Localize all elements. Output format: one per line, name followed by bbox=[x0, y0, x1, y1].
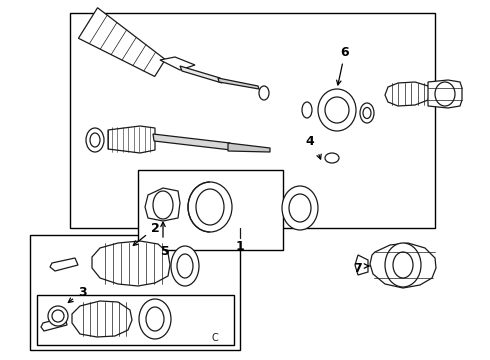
Ellipse shape bbox=[171, 246, 199, 286]
Bar bbox=[37, 295, 234, 345]
Polygon shape bbox=[428, 80, 462, 108]
Ellipse shape bbox=[177, 254, 193, 278]
Ellipse shape bbox=[360, 103, 374, 123]
Polygon shape bbox=[370, 243, 436, 288]
Text: 4: 4 bbox=[306, 135, 315, 148]
Ellipse shape bbox=[153, 191, 173, 219]
Text: C: C bbox=[212, 333, 219, 343]
Text: 7: 7 bbox=[353, 261, 362, 274]
Polygon shape bbox=[355, 255, 368, 275]
Polygon shape bbox=[72, 301, 132, 337]
Ellipse shape bbox=[325, 153, 339, 163]
Polygon shape bbox=[78, 8, 165, 76]
Ellipse shape bbox=[318, 89, 356, 131]
Polygon shape bbox=[385, 82, 430, 106]
Circle shape bbox=[52, 310, 64, 322]
Polygon shape bbox=[41, 317, 67, 331]
Text: 3: 3 bbox=[68, 285, 86, 302]
Bar bbox=[70, 13, 435, 228]
Text: 2: 2 bbox=[133, 221, 159, 246]
Ellipse shape bbox=[363, 108, 371, 118]
Text: 5: 5 bbox=[161, 245, 170, 258]
Text: 6: 6 bbox=[337, 45, 349, 85]
Polygon shape bbox=[108, 126, 155, 153]
Ellipse shape bbox=[86, 128, 104, 152]
Polygon shape bbox=[153, 134, 231, 150]
Bar bbox=[138, 170, 283, 250]
Polygon shape bbox=[180, 66, 222, 83]
Polygon shape bbox=[218, 78, 259, 89]
Polygon shape bbox=[145, 188, 180, 221]
Ellipse shape bbox=[385, 243, 421, 287]
Ellipse shape bbox=[188, 182, 232, 232]
Polygon shape bbox=[92, 241, 170, 286]
Ellipse shape bbox=[289, 194, 311, 222]
Ellipse shape bbox=[435, 82, 455, 106]
Bar bbox=[30, 235, 240, 350]
Polygon shape bbox=[50, 258, 78, 271]
Polygon shape bbox=[160, 57, 195, 70]
Circle shape bbox=[48, 306, 68, 326]
Polygon shape bbox=[228, 143, 270, 152]
Ellipse shape bbox=[325, 97, 349, 123]
Ellipse shape bbox=[90, 133, 100, 147]
Ellipse shape bbox=[146, 307, 164, 331]
Ellipse shape bbox=[393, 252, 413, 278]
Ellipse shape bbox=[259, 86, 269, 100]
Ellipse shape bbox=[139, 299, 171, 339]
Text: 1: 1 bbox=[236, 240, 245, 253]
Ellipse shape bbox=[196, 189, 224, 225]
Ellipse shape bbox=[302, 102, 312, 118]
Ellipse shape bbox=[282, 186, 318, 230]
